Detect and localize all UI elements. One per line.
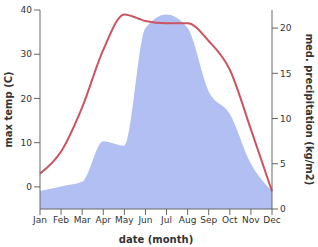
svg-text:Jan: Jan [32, 215, 47, 225]
svg-text:Apr: Apr [95, 215, 111, 225]
svg-text:30: 30 [21, 49, 33, 59]
svg-text:Jun: Jun [137, 215, 152, 225]
svg-text:20: 20 [21, 94, 33, 104]
svg-text:Mar: Mar [74, 215, 91, 225]
svg-text:Aug: Aug [179, 215, 197, 225]
svg-text:med. precipitation (kg/m2): med. precipitation (kg/m2) [304, 34, 310, 186]
svg-text:15: 15 [280, 69, 291, 79]
svg-text:Jul: Jul [160, 215, 172, 225]
svg-text:0: 0 [280, 204, 286, 214]
svg-text:max temp (C): max temp (C) [8, 71, 14, 147]
svg-text:Nov: Nov [242, 215, 260, 225]
svg-text:Sep: Sep [200, 215, 217, 225]
svg-text:0: 0 [26, 182, 32, 192]
svg-text:Dec: Dec [263, 215, 280, 225]
svg-text:Feb: Feb [53, 215, 69, 225]
svg-text:5: 5 [280, 159, 286, 169]
svg-text:10: 10 [21, 138, 33, 148]
svg-text:40: 40 [21, 5, 33, 15]
svg-text:date (month): date (month) [119, 234, 193, 245]
svg-text:May: May [115, 215, 134, 225]
svg-text:Oct: Oct [222, 215, 238, 225]
svg-text:10: 10 [280, 114, 292, 124]
svg-text:20: 20 [280, 23, 292, 33]
